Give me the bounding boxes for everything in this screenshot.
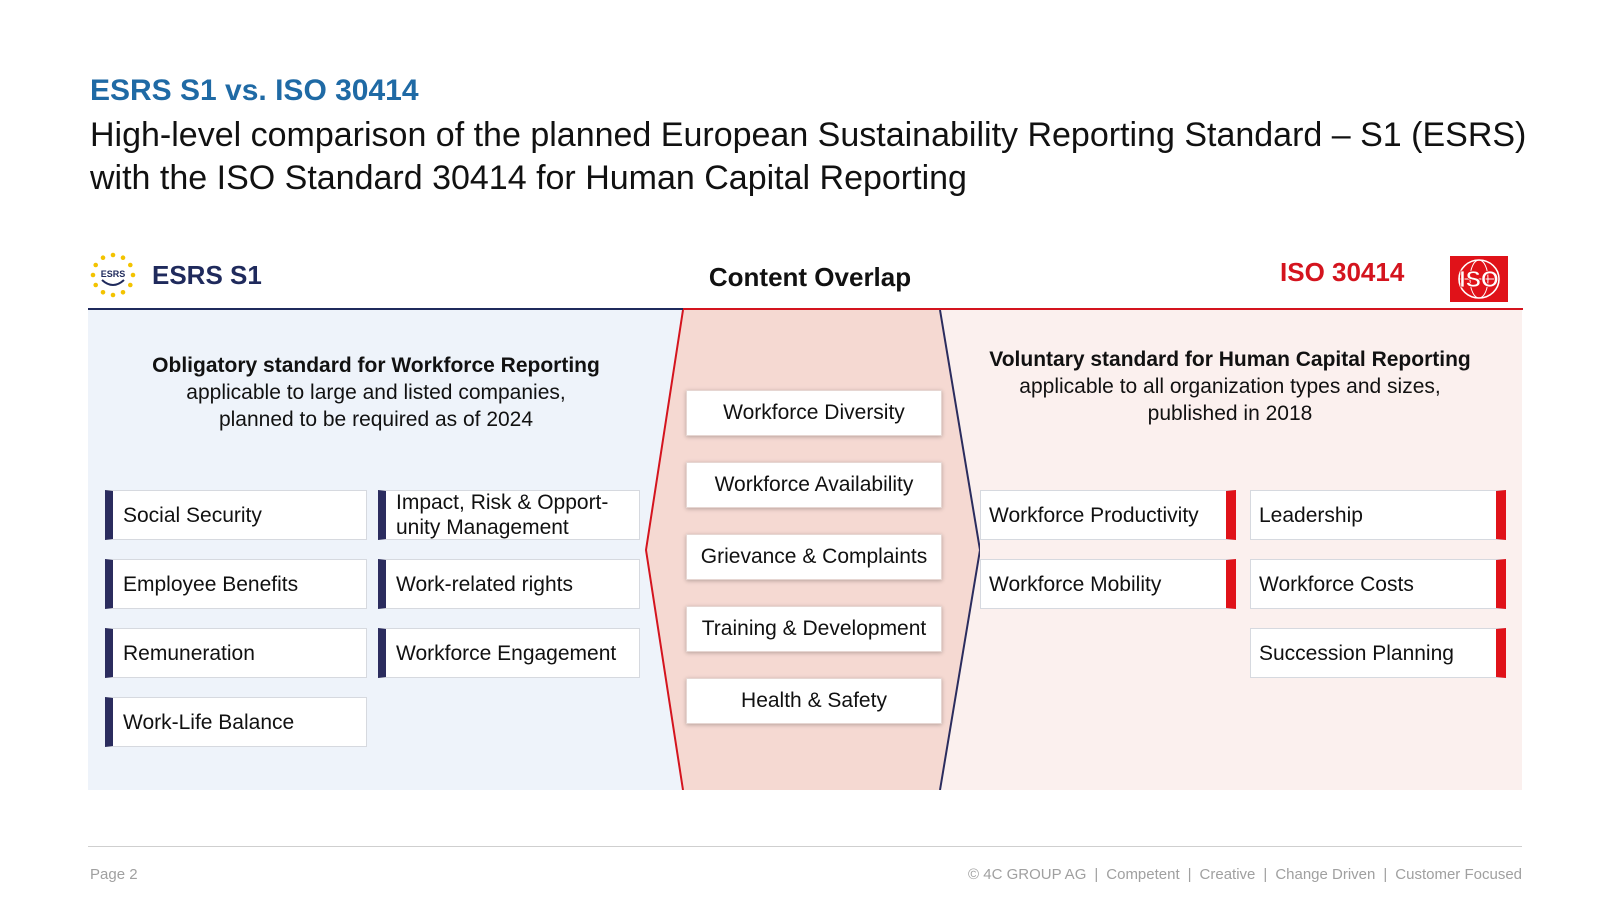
iso-topic-item: Workforce Productivity — [980, 490, 1236, 540]
footer-tag: Change Driven — [1275, 866, 1375, 883]
esrs-topic-item: Remuneration — [105, 628, 367, 678]
iso-intro-line2: published in 2018 — [950, 400, 1510, 427]
iso-topic-item: Leadership — [1250, 490, 1506, 540]
footer-tag: Customer Focused — [1395, 866, 1522, 883]
svg-text:ESRS: ESRS — [101, 269, 126, 279]
esrs-header: ESRS ESRS S1 — [88, 250, 262, 300]
overlap-topic-item: Workforce Diversity — [686, 390, 942, 436]
footer-credits: © 4C GROUP AG | Competent | Creative | Change … — [930, 866, 1522, 883]
overlap-column-title: Content Overlap — [640, 262, 980, 293]
esrs-intro-line1: applicable to large and listed companies… — [96, 379, 656, 406]
esrs-logo-icon: ESRS — [88, 250, 138, 300]
esrs-column-title: ESRS S1 — [152, 260, 262, 291]
footer-tag: Competent — [1106, 866, 1179, 883]
iso-logo-icon: ISO — [1450, 256, 1508, 302]
esrs-intro-heading: Obligatory standard for Workforce Report… — [96, 352, 656, 379]
iso-topic-item: Succession Planning — [1250, 628, 1506, 678]
iso-intro-line1: applicable to all organization types and… — [950, 373, 1510, 400]
overlap-topic-item: Grievance & Complaints — [686, 534, 942, 580]
iso-column-title: ISO 30414 — [1280, 257, 1404, 288]
esrs-intro-line2: planned to be required as of 2024 — [96, 406, 656, 433]
iso-intro-heading: Voluntary standard for Human Capital Rep… — [950, 346, 1510, 373]
svg-text:ISO: ISO — [1459, 266, 1499, 292]
esrs-topic-item: Workforce Engagement — [378, 628, 640, 678]
footer-tag: Creative — [1200, 866, 1256, 883]
esrs-topic-item: Work-related rights — [378, 559, 640, 609]
iso-intro: Voluntary standard for Human Capital Rep… — [950, 346, 1510, 427]
iso-topic-item: Workforce Costs — [1250, 559, 1506, 609]
footer-copyright: © 4C GROUP AG — [968, 866, 1086, 883]
esrs-intro: Obligatory standard for Workforce Report… — [96, 352, 656, 433]
footer-rule — [88, 846, 1522, 847]
overlap-topic-item: Workforce Availability — [686, 462, 942, 508]
esrs-topic-item: Work-Life Balance — [105, 697, 367, 747]
slide-title: High-level comparison of the planned Eur… — [90, 114, 1530, 200]
iso-topic-item: Workforce Mobility — [980, 559, 1236, 609]
page-number: Page 2 — [90, 866, 138, 883]
esrs-topic-item: Social Security — [105, 490, 367, 540]
esrs-topic-item: Employee Benefits — [105, 559, 367, 609]
overlap-topic-item: Health & Safety — [686, 678, 942, 724]
esrs-topic-item: Impact, Risk & Opport- unity Management — [378, 490, 640, 540]
overlap-topic-item: Training & Development — [686, 606, 942, 652]
slide-subtitle: ESRS S1 vs. ISO 30414 — [90, 74, 419, 108]
